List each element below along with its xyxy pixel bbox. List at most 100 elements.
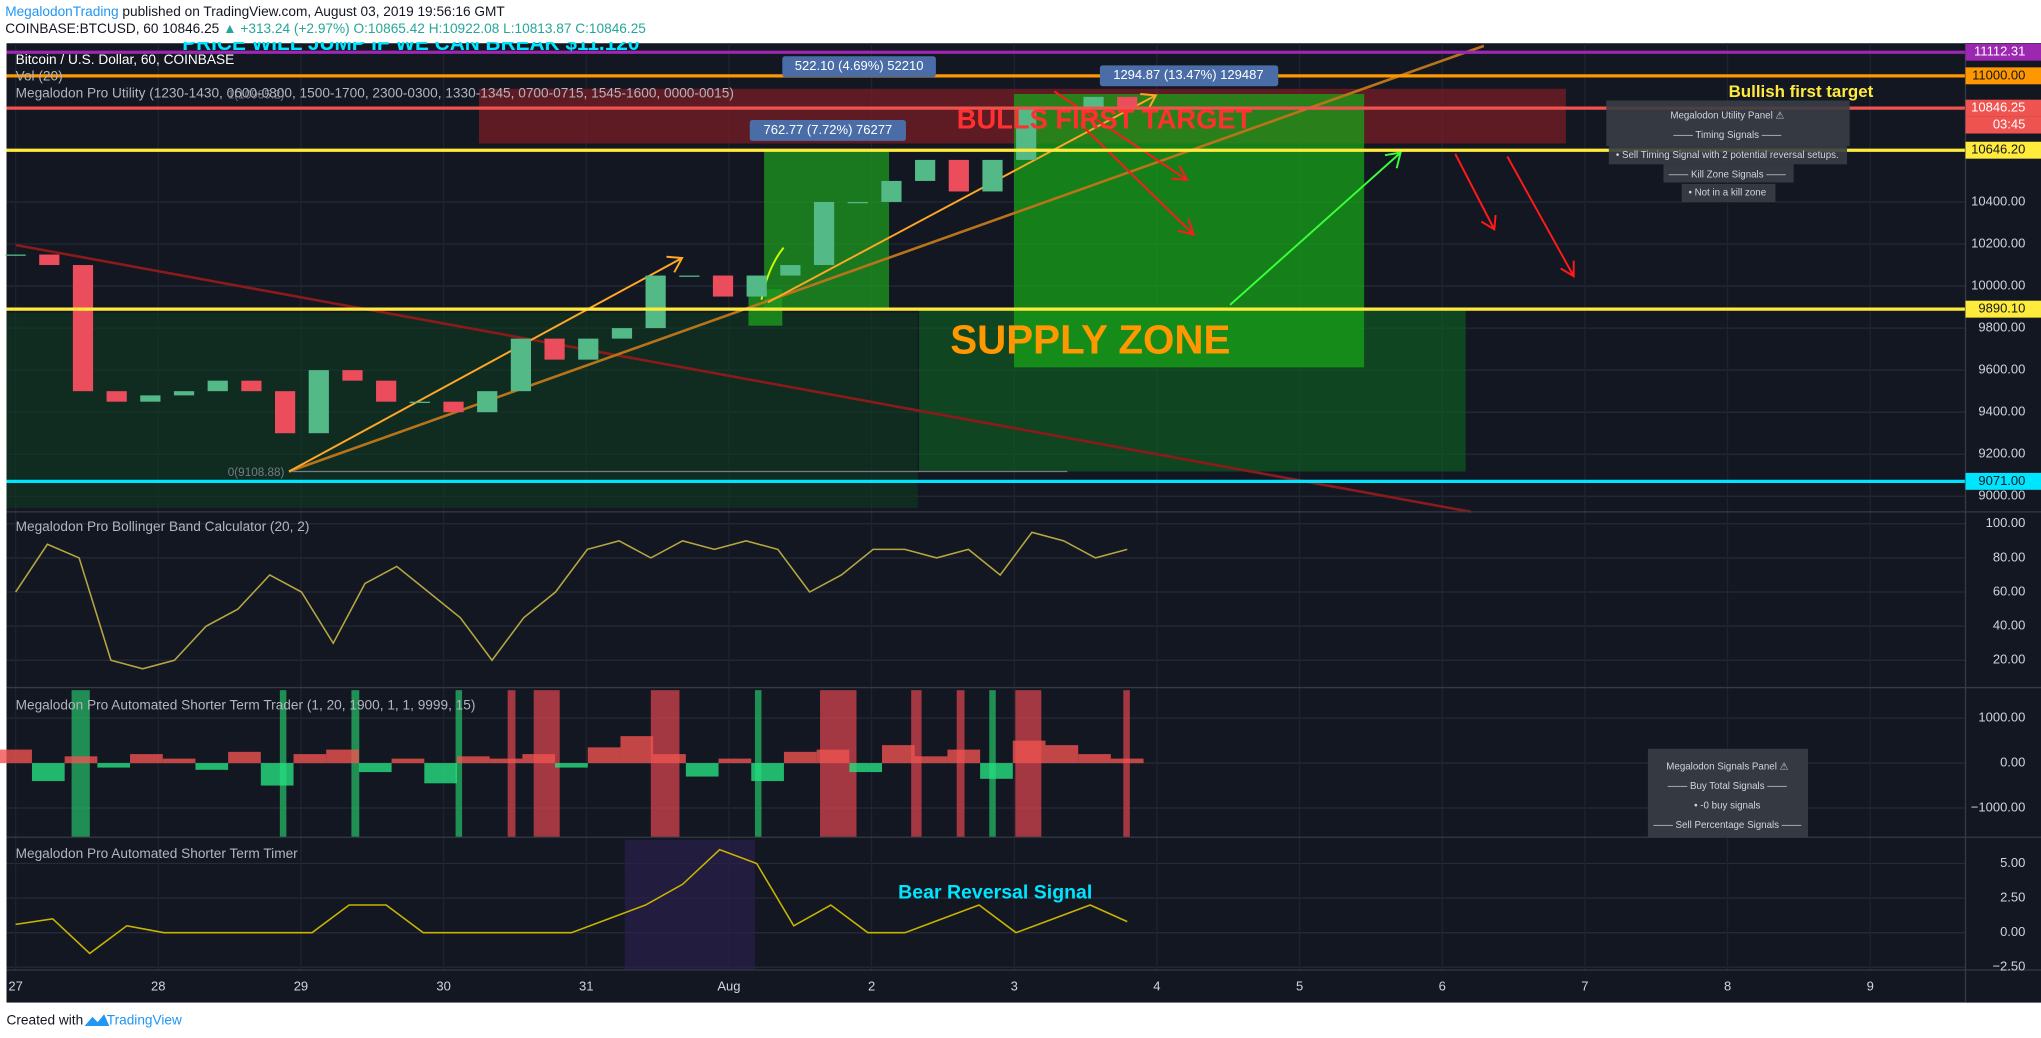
candle xyxy=(173,391,195,396)
area-bar xyxy=(260,763,294,786)
ohlc: L:10813.87 xyxy=(503,21,571,36)
price-label-box xyxy=(1965,67,2041,85)
y-tick-label: 5.00 xyxy=(2000,855,2025,870)
y-tick-label: 0.00 xyxy=(2000,924,2025,939)
header-line: MegalodonTrading published on TradingVie… xyxy=(5,4,505,19)
area-bar xyxy=(97,763,131,768)
price-label: 11112.31 xyxy=(1974,44,2025,59)
countdown: 03:45 xyxy=(1993,117,2026,132)
candle xyxy=(1117,96,1138,109)
panel-text: • Not in a kill zone xyxy=(1688,188,1766,199)
measure-label: 522.10 (4.69%) 52210 xyxy=(795,58,924,73)
x-tick-label: Aug xyxy=(717,978,740,993)
candle xyxy=(611,328,633,339)
area-bar xyxy=(1012,740,1046,764)
candle xyxy=(915,159,936,181)
signal-band xyxy=(650,690,680,838)
change: ▲ +313.24 (+2.97%) xyxy=(223,21,350,36)
area-bar xyxy=(1110,758,1144,764)
candle xyxy=(544,338,565,360)
candle xyxy=(106,391,127,402)
y-tick-label: 9600.00 xyxy=(1978,362,2025,377)
candle xyxy=(813,201,835,266)
line xyxy=(14,531,1128,670)
area-bar xyxy=(1045,745,1079,764)
area-bar xyxy=(914,756,948,764)
series xyxy=(14,531,1128,670)
area-bar xyxy=(620,736,654,764)
area-bar xyxy=(326,749,359,764)
symbol: COINBASE:BTCUSD, 60 xyxy=(5,21,159,36)
price-label-box xyxy=(1965,43,2041,61)
fib-label: 0(9108.88) xyxy=(228,466,285,479)
area-bar xyxy=(980,763,1013,779)
arrow xyxy=(1454,153,1497,232)
candle xyxy=(780,265,801,276)
author[interactable]: MegalodonTrading xyxy=(5,4,118,19)
signal-band xyxy=(1123,690,1130,838)
candle xyxy=(477,391,498,413)
area-bar xyxy=(816,749,850,764)
area-bar xyxy=(130,754,163,764)
info-panel xyxy=(1663,164,1794,183)
y-tick-label: 10000.00 xyxy=(1971,277,2025,292)
logo xyxy=(84,1014,110,1026)
last: 10846.25 xyxy=(162,21,219,36)
candle xyxy=(207,380,228,392)
candle xyxy=(679,275,700,277)
candle xyxy=(948,159,969,192)
y-tick-label: 2.50 xyxy=(2000,890,2025,905)
info-panel xyxy=(1681,183,1776,203)
price-axis xyxy=(1965,43,2041,1003)
candle xyxy=(1083,96,1104,108)
indicator-title: Megalodon Pro Utility (1230-1430, 0600-0… xyxy=(16,86,734,101)
pane-title: Megalodon Pro Bollinger Band Calculator … xyxy=(16,519,310,534)
y-tick-label: 1000.00 xyxy=(1978,710,2025,725)
price-label-box xyxy=(1965,99,2041,117)
y-tick-label: 9200.00 xyxy=(1978,446,2025,461)
area-bar xyxy=(882,745,915,764)
arrow xyxy=(767,93,1158,304)
arrow xyxy=(288,255,684,473)
y-tick-label: 9000.00 xyxy=(1978,488,2025,503)
x-tick-label: 3 xyxy=(1011,978,1018,993)
panel-text: Megalodon Signals Panel ⚠ xyxy=(1666,762,1788,773)
x-tick-label: 8 xyxy=(1724,978,1731,993)
candle xyxy=(342,370,363,381)
candle xyxy=(274,391,296,434)
x-tick-label: 6 xyxy=(1439,978,1446,993)
y-tick-label: −2.50 xyxy=(1992,959,2025,974)
signal-band xyxy=(351,690,360,838)
area-bar xyxy=(653,754,686,764)
pane-title: Megalodon Pro Automated Shorter Term Tim… xyxy=(16,846,299,861)
annotation: Bear Reversal Signal xyxy=(898,881,1092,903)
x-tick-label: 31 xyxy=(579,978,593,993)
area-bar xyxy=(195,763,229,770)
signal-band xyxy=(455,690,463,838)
published: published on TradingView.com, August 03,… xyxy=(122,4,505,19)
signal-band xyxy=(71,690,90,838)
y-tick-label: 9800.00 xyxy=(1978,320,2025,335)
x-tick-label: 27 xyxy=(8,978,22,993)
signal-band xyxy=(911,690,922,838)
volume-title: Vol (20) xyxy=(16,69,63,84)
trend-line xyxy=(15,243,1472,514)
area-bar xyxy=(358,763,392,773)
measure-box xyxy=(749,120,906,141)
area-bar xyxy=(0,749,32,764)
panel-text: • Sell Timing Signal with 2 potential re… xyxy=(1616,150,1839,161)
candle xyxy=(5,254,26,256)
candle xyxy=(376,380,397,402)
measure-box xyxy=(782,56,936,78)
area-bar xyxy=(555,763,588,768)
x-tick-label: 7 xyxy=(1581,978,1588,993)
countdown-box xyxy=(1965,116,2041,134)
arrow xyxy=(1229,151,1402,306)
fib-label: 1(10985.2) xyxy=(228,88,285,101)
candle xyxy=(510,338,532,392)
signal-band xyxy=(507,690,516,838)
price-label: 10646.20 xyxy=(1971,142,2025,157)
footer-brand[interactable]: TradingView xyxy=(107,1012,182,1027)
series xyxy=(0,736,1144,786)
